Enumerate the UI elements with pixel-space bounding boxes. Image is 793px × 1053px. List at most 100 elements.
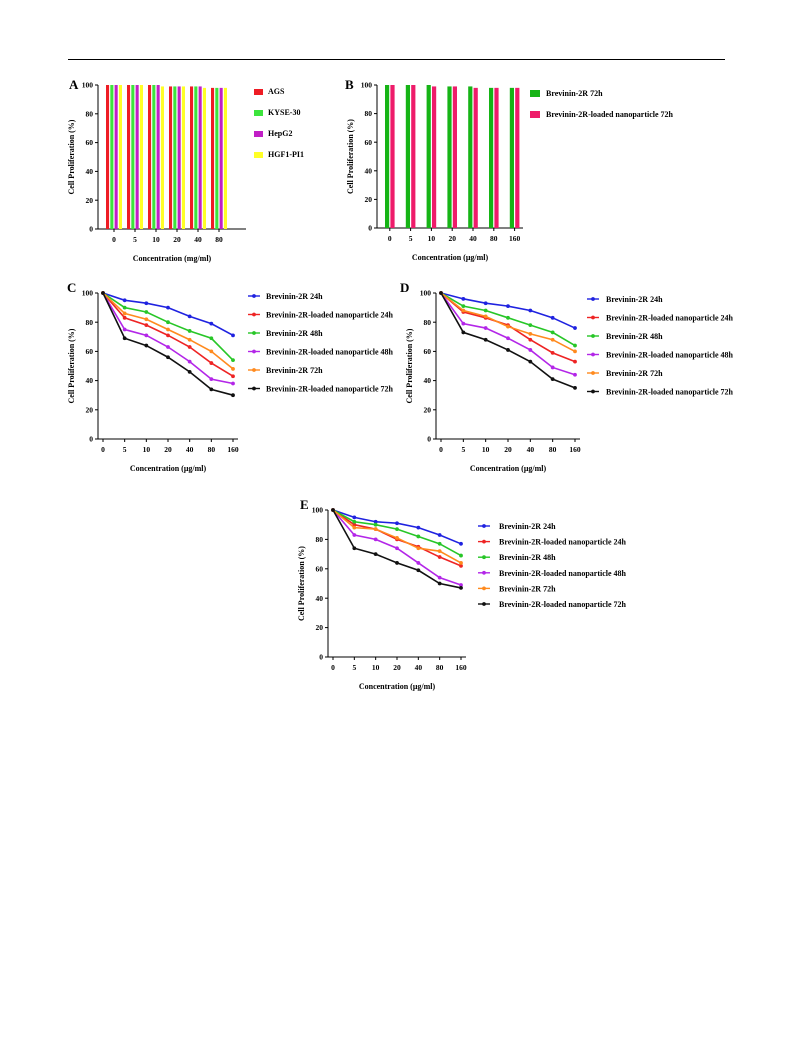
- point-brevinin-2r-72h-20: [166, 327, 170, 332]
- point-brevinin-2r-48h-160: [573, 343, 577, 348]
- y-tick-label: 20: [424, 405, 432, 414]
- bar-brevinin-2r-loaded-nanoparticle-72h-0: [390, 85, 395, 228]
- bar-hgf1-pi1-40: [202, 87, 206, 229]
- point-brevinin-2r-loaded-nanoparticle-48h-10: [483, 326, 488, 330]
- x-axis-label: Concentration (μg/ml): [359, 682, 436, 691]
- legend-swatch-hgf1-pi1: [254, 152, 263, 158]
- point-brevinin-2r-72h-160: [459, 561, 463, 565]
- legend-marker-brevinin-2r-loaded-nanoparticle-72h: [252, 386, 256, 391]
- y-tick-label: 40: [424, 376, 432, 385]
- point-brevinin-2r-loaded-nanoparticle-48h-10: [373, 537, 378, 542]
- point-brevinin-2r-loaded-nanoparticle-72h-20: [395, 561, 399, 565]
- point-brevinin-2r-24h-5: [352, 515, 357, 520]
- y-tick-label: 100: [312, 506, 324, 515]
- y-axis-label: Cell Proliferation (%): [67, 328, 76, 403]
- point-brevinin-2r-24h-160: [459, 541, 463, 546]
- legend-marker-brevinin-2r-loaded-nanoparticle-72h: [482, 602, 486, 606]
- bar-kyse-30-5: [131, 85, 135, 229]
- x-tick-label: 40: [469, 234, 477, 243]
- point-brevinin-2r-24h-80: [437, 533, 442, 537]
- point-brevinin-2r-loaded-nanoparticle-24h-80: [437, 555, 442, 559]
- point-brevinin-2r-72h-80: [550, 337, 555, 342]
- legend-marker-brevinin-2r-48h: [482, 555, 486, 560]
- point-brevinin-2r-loaded-nanoparticle-72h-160: [573, 386, 577, 390]
- x-tick-label: 10: [143, 445, 151, 454]
- x-tick-label: 0: [112, 235, 116, 244]
- y-tick-label: 80: [424, 318, 432, 327]
- bar-hgf1-pi1-10: [160, 86, 164, 229]
- legend-label-ags: AGS: [268, 87, 285, 96]
- bar-hgf1-pi1-20: [181, 86, 185, 229]
- legend-label-hepg2: HepG2: [268, 129, 292, 138]
- point-brevinin-2r-72h-160: [573, 349, 577, 354]
- point-brevinin-2r-loaded-nanoparticle-72h-0: [439, 291, 443, 295]
- point-brevinin-2r-72h-20: [395, 536, 399, 540]
- y-axis-label: Cell Proliferation (%): [346, 119, 355, 194]
- y-tick-label: 0: [89, 225, 93, 234]
- point-brevinin-2r-72h-5: [461, 308, 466, 313]
- point-brevinin-2r-loaded-nanoparticle-72h-80: [550, 377, 555, 382]
- legend-marker-brevinin-2r-72h: [591, 371, 595, 375]
- legend-marker-brevinin-2r-48h: [252, 331, 256, 335]
- y-tick-label: 100: [82, 289, 94, 298]
- point-brevinin-2r-loaded-nanoparticle-72h-10: [144, 343, 149, 348]
- legend-marker-brevinin-2r-72h: [252, 368, 256, 372]
- point-brevinin-2r-loaded-nanoparticle-24h-40: [528, 337, 533, 342]
- point-brevinin-2r-loaded-nanoparticle-48h-5: [122, 327, 127, 332]
- point-brevinin-2r-48h-10: [144, 310, 149, 314]
- point-brevinin-2r-loaded-nanoparticle-24h-10: [144, 323, 149, 328]
- legend-marker-brevinin-2r-loaded-nanoparticle-24h: [252, 312, 256, 317]
- y-tick-label: 60: [86, 138, 94, 147]
- x-tick-label: 80: [436, 663, 444, 672]
- point-brevinin-2r-loaded-nanoparticle-48h-20: [395, 546, 399, 551]
- point-brevinin-2r-24h-5: [461, 296, 466, 301]
- point-brevinin-2r-48h-40: [416, 534, 421, 539]
- bar-brevinin-2r-loaded-nanoparticle-72h-20: [452, 86, 457, 229]
- bar-kyse-30-20: [173, 86, 177, 229]
- y-tick-label: 40: [365, 166, 373, 175]
- point-brevinin-2r-loaded-nanoparticle-72h-160: [231, 393, 235, 398]
- point-brevinin-2r-loaded-nanoparticle-72h-80: [437, 581, 442, 586]
- point-brevinin-2r-48h-5: [122, 305, 127, 310]
- x-tick-label: 5: [409, 234, 413, 243]
- point-brevinin-2r-loaded-nanoparticle-72h-80: [209, 387, 214, 392]
- x-tick-label: 80: [208, 445, 216, 454]
- point-brevinin-2r-loaded-nanoparticle-72h-40: [416, 568, 421, 573]
- point-brevinin-2r-72h-40: [528, 331, 533, 336]
- y-tick-label: 20: [316, 623, 324, 632]
- point-brevinin-2r-loaded-nanoparticle-48h-20: [506, 336, 510, 341]
- point-brevinin-2r-72h-5: [122, 311, 127, 316]
- bar-kyse-30-80: [215, 87, 219, 229]
- y-tick-label: 80: [86, 109, 94, 118]
- x-tick-label: 10: [152, 235, 160, 244]
- point-brevinin-2r-loaded-nanoparticle-24h-160: [231, 374, 235, 379]
- bar-ags-5: [127, 85, 131, 229]
- x-tick-label: 40: [194, 235, 202, 244]
- bar-brevinin-2r-loaded-nanoparticle-72h-80: [494, 87, 499, 228]
- bar-kyse-30-0: [110, 85, 114, 229]
- x-tick-label: 40: [527, 445, 535, 454]
- x-tick-label: 5: [352, 663, 356, 672]
- point-brevinin-2r-loaded-nanoparticle-48h-40: [528, 348, 533, 352]
- point-brevinin-2r-72h-5: [352, 525, 357, 530]
- point-brevinin-2r-loaded-nanoparticle-48h-10: [144, 333, 149, 338]
- point-brevinin-2r-24h-40: [528, 308, 533, 313]
- panel-letter: E: [300, 497, 309, 512]
- point-brevinin-2r-loaded-nanoparticle-24h-160: [573, 359, 577, 364]
- point-brevinin-2r-48h-5: [461, 304, 466, 309]
- bar-hgf1-pi1-5: [139, 85, 143, 229]
- panel-letter: C: [67, 280, 76, 295]
- point-brevinin-2r-48h-80: [209, 336, 214, 341]
- y-tick-label: 80: [86, 318, 94, 327]
- x-tick-label: 5: [123, 445, 127, 454]
- legend-label-brevinin-2r-72h: Brevinin-2R 72h: [499, 584, 556, 593]
- point-brevinin-2r-72h-10: [483, 314, 488, 319]
- point-brevinin-2r-loaded-nanoparticle-24h-40: [187, 345, 192, 349]
- point-brevinin-2r-loaded-nanoparticle-48h-20: [166, 345, 170, 349]
- point-brevinin-2r-loaded-nanoparticle-72h-0: [331, 508, 335, 512]
- legend-label-brevinin-2r-24h: Brevinin-2R 24h: [266, 292, 323, 301]
- point-brevinin-2r-48h-20: [506, 315, 510, 320]
- legend-label-brevinin-2r-48h: Brevinin-2R 48h: [499, 553, 556, 562]
